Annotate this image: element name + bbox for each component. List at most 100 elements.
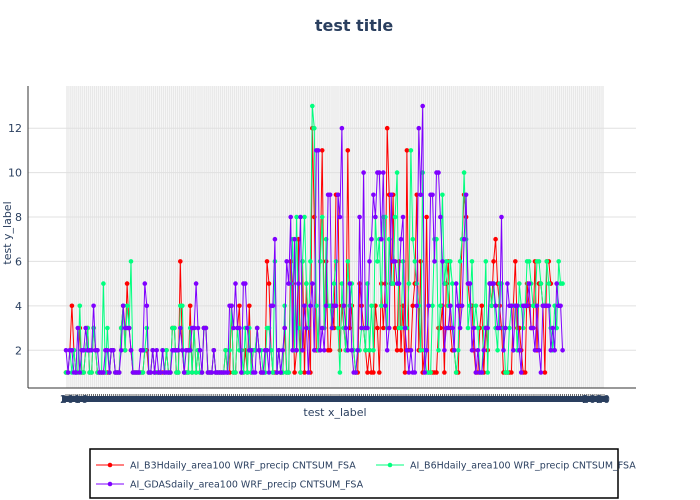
data-point bbox=[355, 348, 361, 353]
data-point bbox=[142, 281, 148, 286]
data-point bbox=[440, 259, 445, 264]
data-point bbox=[483, 259, 489, 264]
data-point bbox=[223, 348, 228, 353]
data-point bbox=[337, 214, 343, 220]
data-point bbox=[300, 348, 305, 353]
data-point bbox=[310, 281, 315, 286]
data-point bbox=[345, 148, 351, 153]
data-point bbox=[158, 370, 163, 375]
y-tick-label: 4 bbox=[15, 300, 22, 313]
data-point bbox=[209, 370, 215, 375]
data-point bbox=[359, 325, 364, 331]
data-point bbox=[288, 214, 294, 220]
data-point bbox=[473, 370, 479, 375]
y-tick-labels: 2 4 6 8 10 12 bbox=[8, 122, 22, 357]
data-point bbox=[558, 303, 563, 309]
data-point bbox=[365, 370, 370, 375]
legend-marker bbox=[107, 481, 113, 487]
data-point bbox=[455, 303, 461, 309]
data-point bbox=[434, 370, 439, 375]
data-point bbox=[418, 259, 424, 264]
data-point bbox=[544, 259, 550, 264]
data-point bbox=[254, 325, 260, 331]
data-point bbox=[546, 281, 552, 286]
data-point bbox=[436, 170, 441, 175]
data-point bbox=[185, 370, 191, 375]
data-point bbox=[410, 303, 416, 309]
data-point bbox=[556, 259, 561, 264]
data-point bbox=[274, 370, 280, 375]
data-point bbox=[453, 370, 459, 375]
data-point bbox=[394, 170, 400, 175]
data-point bbox=[116, 370, 122, 375]
data-point bbox=[176, 370, 181, 375]
data-point bbox=[105, 325, 110, 331]
data-point bbox=[408, 148, 414, 153]
data-point bbox=[424, 214, 429, 220]
legend-item-2[interactable]: AI_B6Hdaily_area100 WRF_precip CNTSUM_FS… bbox=[376, 461, 636, 472]
data-point bbox=[505, 281, 510, 286]
data-point bbox=[245, 370, 250, 375]
data-point bbox=[467, 303, 473, 309]
data-point bbox=[331, 281, 337, 286]
data-point bbox=[371, 370, 376, 375]
data-point bbox=[457, 325, 463, 331]
data-point bbox=[302, 370, 307, 375]
legend-item-1[interactable]: AI_B3Hdaily_area100 WRF_precip CNTSUM_FS… bbox=[96, 461, 356, 472]
data-point bbox=[463, 192, 469, 198]
data-point bbox=[371, 348, 376, 353]
data-point bbox=[475, 325, 481, 331]
data-point bbox=[353, 370, 359, 375]
data-point bbox=[327, 348, 333, 353]
data-point bbox=[101, 281, 106, 286]
data-point bbox=[286, 281, 292, 286]
data-point bbox=[526, 259, 532, 264]
data-point bbox=[509, 303, 514, 309]
data-point bbox=[538, 281, 544, 286]
data-point bbox=[473, 303, 479, 309]
data-point bbox=[481, 348, 487, 353]
data-point bbox=[164, 348, 169, 353]
data-point bbox=[517, 348, 522, 353]
data-point bbox=[333, 303, 339, 309]
data-point bbox=[394, 348, 400, 353]
data-point bbox=[377, 370, 382, 375]
data-point bbox=[280, 348, 286, 353]
data-point bbox=[343, 325, 349, 331]
data-point bbox=[229, 303, 234, 309]
data-point bbox=[518, 370, 524, 375]
data-point bbox=[310, 103, 315, 109]
data-point bbox=[436, 348, 441, 353]
data-point bbox=[448, 303, 453, 309]
data-point bbox=[398, 236, 404, 242]
data-point bbox=[111, 348, 116, 353]
data-point bbox=[491, 281, 496, 286]
data-point bbox=[335, 192, 341, 198]
data-point bbox=[426, 303, 431, 309]
data-point bbox=[294, 348, 299, 353]
data-point bbox=[266, 370, 272, 375]
data-point bbox=[491, 259, 496, 264]
data-point bbox=[485, 325, 491, 331]
data-point bbox=[148, 370, 153, 375]
data-point bbox=[560, 281, 565, 286]
y-tick-label: 10 bbox=[8, 167, 22, 180]
data-point bbox=[520, 325, 526, 331]
x-tick-label-band bbox=[62, 396, 608, 402]
data-point bbox=[168, 370, 173, 375]
data-point bbox=[404, 148, 410, 153]
data-point bbox=[140, 348, 146, 353]
data-point bbox=[398, 348, 404, 353]
data-point bbox=[91, 303, 96, 309]
data-point bbox=[308, 259, 313, 264]
data-point bbox=[304, 325, 309, 331]
data-point bbox=[499, 214, 504, 220]
data-point bbox=[375, 259, 380, 264]
data-point bbox=[479, 303, 485, 309]
legend-item-3[interactable]: AI_GDASdaily_area100 WRF_precip CNTSUM_F… bbox=[96, 480, 364, 491]
data-point bbox=[457, 259, 463, 264]
data-point bbox=[124, 281, 130, 286]
data-point bbox=[495, 348, 500, 353]
data-point bbox=[136, 370, 142, 375]
data-point bbox=[199, 370, 205, 375]
